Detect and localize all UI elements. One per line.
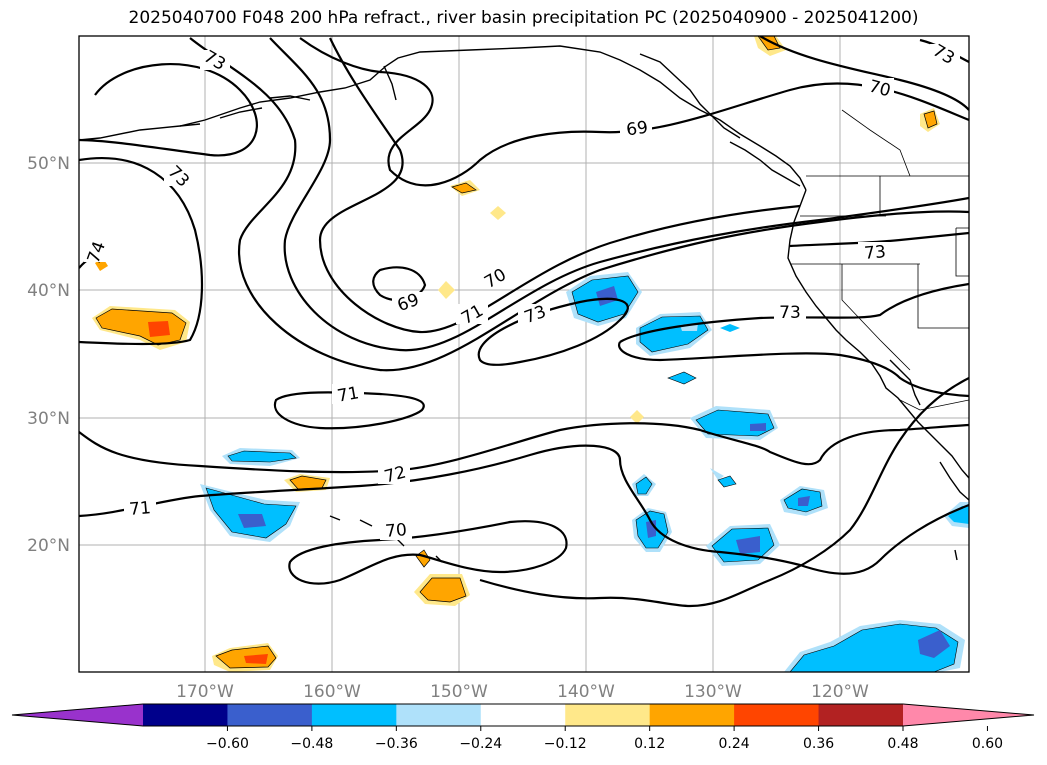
negative-anomaly-east xyxy=(690,406,778,440)
colorbar-extend-high xyxy=(903,704,1034,726)
contour-label-70-south: 70 xyxy=(384,520,407,542)
lon-label-120w: 120°W xyxy=(811,682,869,702)
political-borders xyxy=(790,109,969,411)
colorbar-segment xyxy=(649,704,735,726)
colorbar-tick-label: 0.48 xyxy=(887,736,918,752)
colorbar-segment xyxy=(143,704,228,726)
colorbar-tick-label: −0.36 xyxy=(375,736,418,752)
colorbar-segment xyxy=(734,704,820,726)
colorbar: −0.60 −0.48 −0.36 −0.24 −0.12 0.12 0.24 0.36 0.4… xyxy=(11,703,1035,752)
colorbar-tick-label: −0.24 xyxy=(459,736,502,752)
longitude-labels: 170°W 160°W 150°W 140°W 130°W 120°W xyxy=(176,682,869,702)
colorbar-tick-label: 0.12 xyxy=(634,736,665,752)
lat-label-40n: 40°N xyxy=(27,281,70,301)
lon-label-140w: 140°W xyxy=(557,682,615,702)
contour-label-69-north: 69 xyxy=(625,118,649,141)
map-frame xyxy=(78,35,970,673)
coastlines xyxy=(79,45,969,563)
colorbar-extend-low xyxy=(12,704,143,726)
lon-label-130w: 130°W xyxy=(684,682,742,702)
colorbar-segment xyxy=(227,704,313,726)
colorbar-tick-label: 0.36 xyxy=(803,736,834,752)
lon-label-170w: 170°W xyxy=(176,682,234,702)
colorbar-outline xyxy=(11,703,1035,727)
positive-anomaly-south xyxy=(212,643,278,672)
graticule xyxy=(79,36,969,672)
contour-label-73-east: 73 xyxy=(779,303,801,323)
lat-label-50n: 50°N xyxy=(27,154,70,174)
negative-anomaly-south-edge xyxy=(784,620,965,672)
colorbar-segment xyxy=(565,704,651,726)
positive-anomaly-hawaii xyxy=(414,574,470,606)
contour-label-71-south: 71 xyxy=(128,498,151,520)
colorbar-tick-label: −0.48 xyxy=(290,736,333,752)
refractivity-contours xyxy=(79,36,969,608)
lon-label-150w: 150°W xyxy=(430,682,488,702)
colorbar-segment xyxy=(396,704,482,726)
negative-anomaly-southcentral xyxy=(632,508,672,552)
colorbar-tick-label: 0.24 xyxy=(719,736,750,752)
lat-label-20n: 20°N xyxy=(27,536,70,556)
colorbar-segment xyxy=(480,704,566,726)
colorbar-tick-label: −0.12 xyxy=(544,736,587,752)
colorbar-segment xyxy=(311,704,397,726)
colorbar-tick-label: 0.60 xyxy=(972,736,1003,752)
contour-label-72-east: 73 xyxy=(863,242,886,264)
positive-anomaly-west xyxy=(92,306,190,350)
lon-label-160w: 160°W xyxy=(303,682,361,702)
negative-anomaly-west xyxy=(200,484,300,542)
colorbar-tick-label: −0.60 xyxy=(206,736,249,752)
colorbar-segment xyxy=(818,704,904,726)
lat-label-30n: 30°N xyxy=(27,409,70,429)
contour-label-73-south: 71 xyxy=(336,383,361,406)
figure-title: 2025040700 F048 200 hPa refract., river … xyxy=(128,8,919,28)
latitude-labels: 50°N 40°N 30°N 20°N xyxy=(27,154,70,556)
precipitation-anomaly-fills xyxy=(92,36,969,672)
